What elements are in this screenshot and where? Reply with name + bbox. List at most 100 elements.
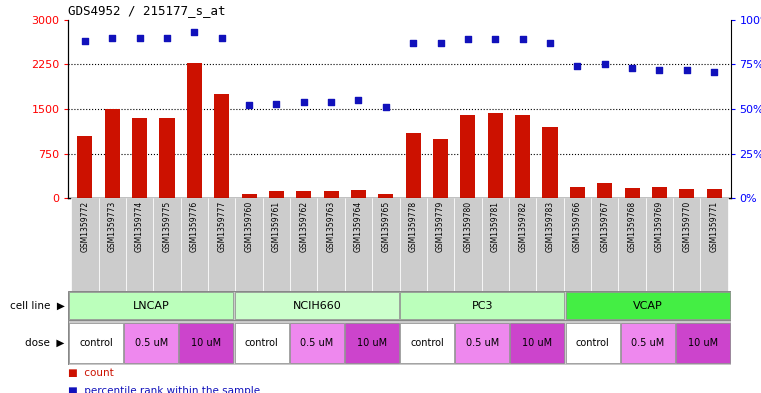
Text: dose  ▶: dose ▶: [25, 338, 65, 348]
Bar: [427, 198, 454, 291]
Text: 0.5 uM: 0.5 uM: [466, 338, 499, 348]
Bar: [269, 191, 284, 198]
Text: VCAP: VCAP: [633, 301, 663, 310]
Text: GSM1359777: GSM1359777: [217, 201, 226, 252]
Text: GSM1359781: GSM1359781: [491, 201, 500, 252]
Bar: [186, 63, 202, 198]
Text: GSM1359765: GSM1359765: [381, 201, 390, 252]
Point: [107, 35, 119, 41]
Point: [626, 65, 638, 71]
Point: [489, 36, 501, 42]
Text: GSM1359766: GSM1359766: [573, 201, 582, 252]
Bar: [99, 198, 126, 291]
Bar: [234, 323, 288, 363]
Bar: [455, 323, 509, 363]
Bar: [646, 198, 673, 291]
Point: [133, 35, 145, 41]
Bar: [345, 323, 399, 363]
Bar: [235, 198, 263, 291]
Text: control: control: [79, 338, 113, 348]
Bar: [180, 323, 234, 363]
Bar: [72, 198, 99, 291]
Point: [462, 36, 474, 42]
Text: 10 uM: 10 uM: [522, 338, 552, 348]
Text: GSM1359761: GSM1359761: [272, 201, 281, 252]
Text: GSM1359770: GSM1359770: [683, 201, 691, 252]
Text: GSM1359782: GSM1359782: [518, 201, 527, 252]
Bar: [400, 198, 427, 291]
Bar: [208, 198, 235, 291]
Text: 10 uM: 10 uM: [357, 338, 387, 348]
Point: [270, 101, 282, 107]
Text: GSM1359774: GSM1359774: [135, 201, 144, 252]
Bar: [290, 198, 317, 291]
Text: GSM1359772: GSM1359772: [81, 201, 89, 252]
Bar: [290, 323, 344, 363]
Bar: [433, 139, 448, 198]
Bar: [296, 191, 311, 198]
Text: 10 uM: 10 uM: [688, 338, 718, 348]
Bar: [543, 127, 558, 198]
Bar: [565, 323, 619, 363]
Point: [517, 36, 529, 42]
Bar: [263, 198, 290, 291]
Bar: [69, 292, 234, 319]
Text: GSM1359773: GSM1359773: [108, 201, 116, 252]
Bar: [597, 183, 613, 198]
Text: ■  count: ■ count: [68, 367, 114, 378]
Bar: [515, 115, 530, 198]
Text: GSM1359769: GSM1359769: [655, 201, 664, 252]
Point: [680, 66, 693, 73]
Bar: [132, 118, 147, 198]
Bar: [700, 198, 728, 291]
Point: [161, 35, 173, 41]
Bar: [214, 94, 229, 198]
Bar: [625, 188, 639, 198]
Point: [243, 102, 255, 108]
Text: GSM1359778: GSM1359778: [409, 201, 418, 252]
Bar: [460, 115, 476, 198]
Bar: [351, 189, 366, 198]
Text: GSM1359775: GSM1359775: [163, 201, 171, 252]
Bar: [317, 198, 345, 291]
Text: GSM1359768: GSM1359768: [628, 201, 636, 252]
Text: NCIH660: NCIH660: [292, 301, 341, 310]
Bar: [372, 198, 400, 291]
Text: GSM1359780: GSM1359780: [463, 201, 473, 252]
Point: [215, 35, 228, 41]
Text: ■  percentile rank within the sample: ■ percentile rank within the sample: [68, 386, 260, 393]
Bar: [378, 194, 393, 198]
Text: GSM1359779: GSM1359779: [436, 201, 445, 252]
Text: control: control: [245, 338, 279, 348]
Text: control: control: [410, 338, 444, 348]
Text: PC3: PC3: [472, 301, 493, 310]
Point: [708, 68, 720, 75]
Point: [544, 40, 556, 46]
Text: GDS4952 / 215177_s_at: GDS4952 / 215177_s_at: [68, 4, 226, 17]
Point: [435, 40, 447, 46]
Point: [599, 61, 611, 68]
Bar: [488, 113, 503, 198]
Point: [407, 40, 419, 46]
Bar: [323, 191, 339, 198]
Bar: [564, 198, 591, 291]
Bar: [406, 133, 421, 198]
Bar: [345, 198, 372, 291]
Text: 0.5 uM: 0.5 uM: [300, 338, 333, 348]
Text: LNCAP: LNCAP: [133, 301, 170, 310]
Bar: [454, 198, 482, 291]
Bar: [153, 198, 180, 291]
Text: GSM1359764: GSM1359764: [354, 201, 363, 252]
Bar: [565, 292, 730, 319]
Text: 0.5 uM: 0.5 uM: [135, 338, 168, 348]
Bar: [400, 292, 565, 319]
Point: [325, 99, 337, 105]
Point: [79, 38, 91, 44]
Bar: [673, 198, 700, 291]
Text: GSM1359771: GSM1359771: [710, 201, 718, 252]
Bar: [124, 323, 178, 363]
Bar: [234, 292, 399, 319]
Bar: [511, 323, 565, 363]
Bar: [160, 118, 174, 198]
Text: GSM1359760: GSM1359760: [244, 201, 253, 252]
